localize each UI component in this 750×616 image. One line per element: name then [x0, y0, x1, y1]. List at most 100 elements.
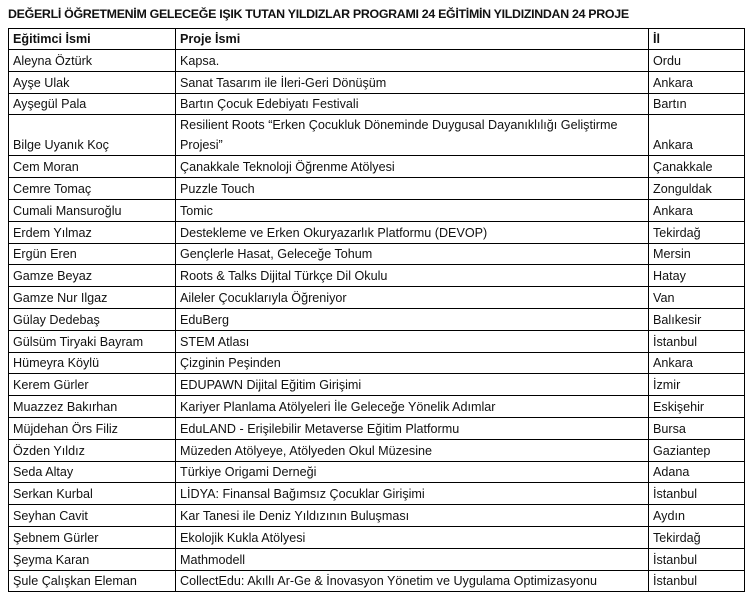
project-name-cell: Tomic — [175, 198, 649, 222]
table-row: Müjdehan Örs Filiz EduLAND - Erişilebilir… — [8, 416, 745, 440]
educator-name-cell: Ergün Eren — [8, 242, 176, 266]
table-row: Hümeyra Köylü Çizginin Peşinden Ankara — [8, 351, 745, 375]
table-row: Cemre Tomaç Puzzle Touch Zonguldak — [8, 177, 745, 200]
project-name-cell: Sanat Tasarım ile İleri-Geri Dönüşüm — [175, 70, 649, 94]
province-cell: Van — [648, 286, 745, 309]
educator-name-cell: Gülsüm Tiryaki Bayram — [8, 329, 176, 353]
province-cell: Gaziantep — [648, 438, 745, 462]
educator-name-cell: Bilge Uyanık Koç — [8, 114, 176, 157]
educator-name-cell: Cem Moran — [8, 155, 176, 179]
table-row: Seyhan Cavit Kar Tanesi ile Deniz Yıldızı… — [8, 504, 745, 527]
project-name-cell: Puzzle Touch — [175, 177, 649, 200]
project-name-cell: Roots & Talks Dijital Türkçe Dil Okulu — [175, 264, 649, 288]
project-name-cell: Müzeden Atölyeye, Atölyeden Okul Müzesin… — [175, 438, 649, 462]
province-cell: Bursa — [648, 416, 745, 440]
project-name-cell: Gençlerle Hasat, Geleceğe Tohum — [175, 242, 649, 266]
educator-name-cell: Erdem Yılmaz — [8, 220, 176, 244]
table-row: Ayşegül Pala Bartın Çocuk Edebiyatı Festi… — [8, 92, 745, 116]
province-cell: İstanbul — [648, 482, 745, 506]
educator-name-cell: Gamze Nur Ilgaz — [8, 286, 176, 309]
projects-table: Eğitimci İsmi Proje İsmi İl Aleyna Öztür… — [8, 28, 745, 593]
table-row: Cem Moran Çanakkale Teknoloji Öğrenme Atö… — [8, 155, 745, 179]
province-cell: İstanbul — [648, 329, 745, 353]
educator-name-cell: Ayşegül Pala — [8, 92, 176, 116]
province-cell: Ankara — [648, 70, 745, 94]
table-header-row: Eğitimci İsmi Proje İsmi İl — [8, 28, 745, 50]
project-name-cell: EduLAND - Erişilebilir Metaverse Eğitim … — [175, 416, 649, 440]
table-row: Bilge Uyanık Koç Resilient Roots “Erken Ç… — [8, 114, 745, 157]
table-row: Şule Çalışkan Eleman CollectEdu: Akıllı A… — [8, 569, 745, 593]
table-row: Gamze Nur Ilgaz Aileler Çocuklarıyla Öğre… — [8, 286, 745, 309]
table-row: Seda Altay Türkiye Origami Derneği Adana — [8, 460, 745, 484]
educator-name-cell: Seda Altay — [8, 460, 176, 484]
province-cell: Ankara — [648, 351, 745, 375]
province-cell: Tekirdağ — [648, 220, 745, 244]
educator-name-cell: Özden Yıldız — [8, 438, 176, 462]
province-cell: Ankara — [648, 198, 745, 222]
project-name-cell: EDUPAWN Dijital Eğitim Girişimi — [175, 373, 649, 397]
educator-name-cell: Gamze Beyaz — [8, 264, 176, 288]
province-cell: İzmir — [648, 373, 745, 397]
province-cell: Bartın — [648, 92, 745, 116]
project-name-cell: EduBerg — [175, 307, 649, 331]
project-name-cell: Çanakkale Teknoloji Öğrenme Atölyesi — [175, 155, 649, 179]
project-name-cell: Resilient Roots “Erken Çocukluk Dönemind… — [175, 114, 649, 157]
province-cell: İstanbul — [648, 569, 745, 593]
educator-name-cell: Hümeyra Köylü — [8, 351, 176, 375]
project-name-cell: Mathmodell — [175, 547, 649, 571]
educator-name-cell: Cumali Mansuroğlu — [8, 198, 176, 222]
project-name-cell: Aileler Çocuklarıyla Öğreniyor — [175, 286, 649, 309]
educator-name-cell: Ayşe Ulak — [8, 70, 176, 94]
project-name-cell: Bartın Çocuk Edebiyatı Festivali — [175, 92, 649, 116]
table-row: Gülsüm Tiryaki Bayram STEM Atlası İstanbul — [8, 329, 745, 353]
project-name-cell: STEM Atlası — [175, 329, 649, 353]
project-name-cell: Türkiye Origami Derneği — [175, 460, 649, 484]
table-row: Kerem Gürler EDUPAWN Dijital Eğitim Giriş… — [8, 373, 745, 397]
table-row: Ayşe Ulak Sanat Tasarım ile İleri-Geri Dö… — [8, 70, 745, 94]
project-name-cell: LİDYA: Finansal Bağımsız Çocuklar Girişi… — [175, 482, 649, 506]
province-cell: Ordu — [648, 49, 745, 72]
table-row: Aleyna Öztürk Kapsa. Ordu — [8, 49, 745, 72]
province-cell: Eskişehir — [648, 395, 745, 418]
table-row: Cumali Mansuroğlu Tomic Ankara — [8, 198, 745, 222]
province-cell: Adana — [648, 460, 745, 484]
table-row: Gülay Dedebaş EduBerg Balıkesir — [8, 307, 745, 331]
header-province: İl — [648, 28, 745, 50]
educator-name-cell: Şule Çalışkan Eleman — [8, 569, 176, 593]
table-row: Muazzez Bakırhan Kariyer Planlama Atölyel… — [8, 395, 745, 418]
educator-name-cell: Müjdehan Örs Filiz — [8, 416, 176, 440]
educator-name-cell: Serkan Kurbal — [8, 482, 176, 506]
table-row: Şeyma Karan Mathmodell İstanbul — [8, 547, 745, 571]
province-cell: Balıkesir — [648, 307, 745, 331]
document-title: DEĞERLİ ÖĞRETMENİM GELECEĞE IŞIK TUTAN Y… — [8, 7, 629, 21]
project-name-cell: Kariyer Planlama Atölyeleri İle Geleceğe… — [175, 395, 649, 418]
educator-name-cell: Şebnem Gürler — [8, 525, 176, 549]
province-cell: Zonguldak — [648, 177, 745, 200]
educator-name-cell: Şeyma Karan — [8, 547, 176, 571]
province-cell: Mersin — [648, 242, 745, 266]
province-cell: Hatay — [648, 264, 745, 288]
province-cell: Ankara — [648, 114, 745, 157]
educator-name-cell: Seyhan Cavit — [8, 504, 176, 527]
project-name-cell: Kar Tanesi ile Deniz Yıldızının Buluşmas… — [175, 504, 649, 527]
table-row: Şebnem Gürler Ekolojik Kukla Atölyesi Teki… — [8, 525, 745, 549]
province-cell: Çanakkale — [648, 155, 745, 179]
educator-name-cell: Cemre Tomaç — [8, 177, 176, 200]
project-name-cell: Ekolojik Kukla Atölyesi — [175, 525, 649, 549]
header-project-name: Proje İsmi — [175, 28, 649, 50]
project-name-cell: Kapsa. — [175, 49, 649, 72]
project-name-cell: Destekleme ve Erken Okuryazarlık Platfor… — [175, 220, 649, 244]
educator-name-cell: Aleyna Öztürk — [8, 49, 176, 72]
header-educator-name: Eğitimci İsmi — [8, 28, 176, 50]
province-cell: Tekirdağ — [648, 525, 745, 549]
table-row: Serkan Kurbal LİDYA: Finansal Bağımsız Ço… — [8, 482, 745, 506]
table-row: Ergün Eren Gençlerle Hasat, Geleceğe Tohu… — [8, 242, 745, 266]
educator-name-cell: Muazzez Bakırhan — [8, 395, 176, 418]
province-cell: Aydın — [648, 504, 745, 527]
educator-name-cell: Kerem Gürler — [8, 373, 176, 397]
project-name-cell: CollectEdu: Akıllı Ar-Ge & İnovasyon Yön… — [175, 569, 649, 593]
table-row: Erdem Yılmaz Destekleme ve Erken Okuryaza… — [8, 220, 745, 244]
table-row: Gamze Beyaz Roots & Talks Dijital Türkçe … — [8, 264, 745, 288]
table-row: Özden Yıldız Müzeden Atölyeye, Atölyeden … — [8, 438, 745, 462]
educator-name-cell: Gülay Dedebaş — [8, 307, 176, 331]
